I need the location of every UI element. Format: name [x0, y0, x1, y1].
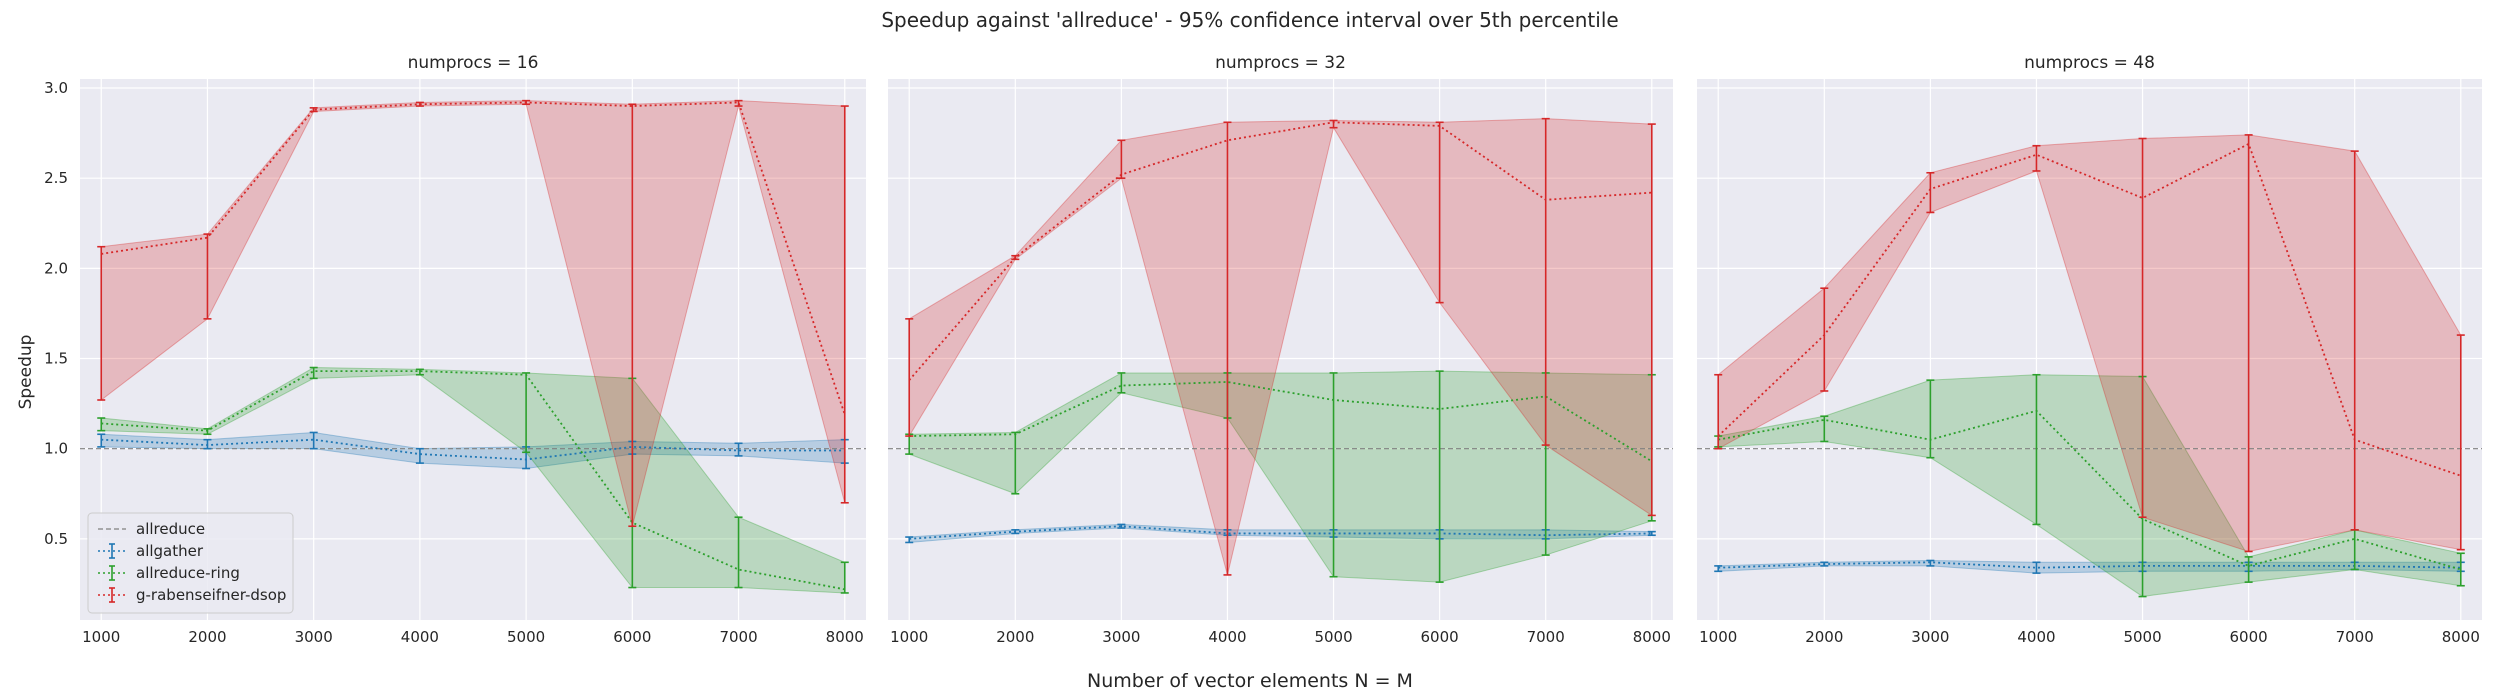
- legend-box: [87, 512, 294, 614]
- x-tick-label: 5000: [2123, 628, 2161, 646]
- x-tick-label: 2000: [1805, 628, 1843, 646]
- legend-label: g-rabenseifner-dsop: [136, 586, 286, 604]
- y-tick-label: 2.5: [44, 169, 68, 187]
- legend-label: allreduce: [136, 520, 205, 538]
- line-allgather: [909, 525, 1652, 540]
- line-g-rabenseifner-dsop: [1717, 142, 2462, 477]
- x-tick-label: 6000: [2230, 628, 2268, 646]
- y-tick-label: 1.0: [44, 440, 68, 458]
- y-tick-label: 0.5: [44, 530, 68, 548]
- x-tick-label: 1000: [890, 628, 928, 646]
- x-axis-label: Number of vector elements N = M: [1087, 670, 1413, 692]
- x-tick-label: 8000: [1633, 628, 1671, 646]
- x-tick-label: 3000: [1911, 628, 1949, 646]
- legend: allreduce allgather allreduce-ring g-rabens…: [87, 512, 294, 614]
- x-tick-label: 8000: [826, 628, 864, 646]
- line-g-rabenseifner-dsop: [101, 101, 846, 415]
- y-tick-label: 3.0: [44, 79, 68, 97]
- subplot-1: numprocs = 16 1000 2000 3000 4000 5000 6000 700…: [44, 53, 866, 646]
- x-tick-label: 7000: [1527, 628, 1565, 646]
- line-allreduce-ring: [101, 370, 845, 591]
- x-tick-label: 7000: [2336, 628, 2374, 646]
- x-tick-label: 3000: [295, 628, 333, 646]
- x-tick-label: 2000: [996, 628, 1034, 646]
- subplot-title: numprocs = 16: [408, 53, 539, 73]
- x-tick-label: 1000: [82, 628, 120, 646]
- x-tick-label: 5000: [507, 628, 545, 646]
- x-tick-label: 2000: [188, 628, 226, 646]
- y-tick-label: 2.0: [44, 259, 68, 277]
- x-tick-label: 4000: [1208, 628, 1246, 646]
- subplot-3: numprocs = 48 1000 2000 3000 4000 5000 6000 700…: [1697, 53, 2482, 646]
- x-tick-label: 1000: [1699, 628, 1737, 646]
- figure-title: Speedup against 'allreduce' - 95% confid…: [881, 8, 1619, 32]
- x-tick-label: 8000: [2442, 628, 2480, 646]
- subplot-title: numprocs = 32: [1215, 53, 1346, 73]
- subplot-2: numprocs = 32 1000 2000 3000 4000 5000 6000 700…: [888, 53, 1673, 646]
- x-tick-label: 6000: [613, 628, 651, 646]
- x-tick-label: 5000: [1314, 628, 1352, 646]
- legend-label: allgather: [136, 542, 204, 560]
- line-allgather: [1718, 561, 2461, 569]
- legend-label: allreduce-ring: [136, 564, 240, 582]
- line-allgather: [101, 438, 845, 461]
- line-allreduce-ring: [1718, 409, 2462, 571]
- x-tick-label: 3000: [1102, 628, 1140, 646]
- line-allreduce-ring: [909, 381, 1653, 463]
- x-tick-label: 6000: [1421, 628, 1459, 646]
- y-tick-label: 1.5: [44, 350, 68, 368]
- x-tick-label: 4000: [401, 628, 439, 646]
- x-tick-label: 7000: [719, 628, 757, 646]
- subplot-title: numprocs = 48: [2024, 53, 2155, 73]
- x-tick-label: 4000: [2017, 628, 2055, 646]
